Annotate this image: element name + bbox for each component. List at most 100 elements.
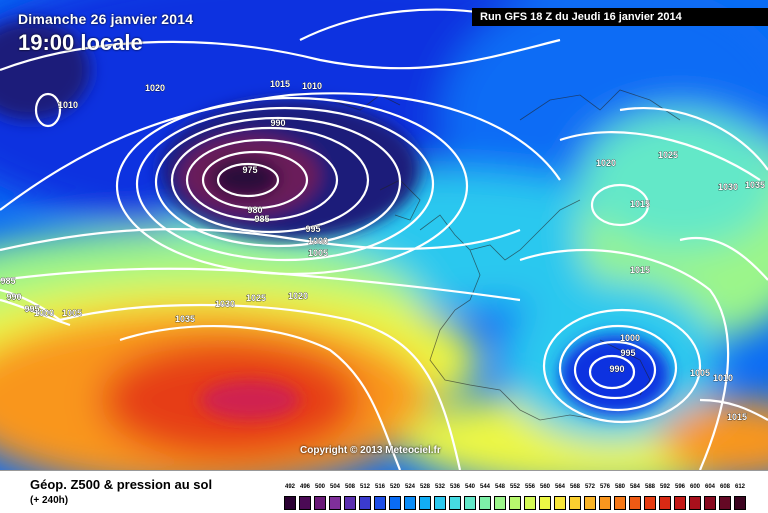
scale-label: 584 bbox=[629, 484, 640, 490]
scale-label: 600 bbox=[689, 484, 700, 490]
scale-label: 560 bbox=[539, 484, 550, 490]
isobar-label: 1020 bbox=[288, 291, 308, 301]
scale-label: 524 bbox=[404, 484, 415, 490]
scale-swatch bbox=[479, 496, 491, 510]
scale-label: 544 bbox=[479, 484, 490, 490]
scale-label: 540 bbox=[464, 484, 475, 490]
scale-label: 568 bbox=[569, 484, 580, 490]
run-info: Run GFS 18 Z du Jeudi 16 janvier 2014 bbox=[472, 8, 768, 26]
isobar-label: 1015 bbox=[270, 79, 290, 89]
scale-label: 604 bbox=[704, 484, 715, 490]
scale-swatch bbox=[434, 496, 446, 510]
scale-label: 564 bbox=[554, 484, 565, 490]
scale-swatch bbox=[509, 496, 521, 510]
isobar-label: 1015 bbox=[630, 265, 650, 275]
scale-swatch bbox=[284, 496, 296, 510]
field-blue-italy-low bbox=[560, 335, 670, 415]
scale-swatch bbox=[554, 496, 566, 510]
scale-swatch bbox=[569, 496, 581, 510]
isobar-label: 1025 bbox=[658, 150, 678, 160]
scale-label: 528 bbox=[419, 484, 430, 490]
scale-label: 580 bbox=[614, 484, 625, 490]
field-navy-greenland bbox=[0, 20, 90, 120]
field-crimson-azores bbox=[200, 380, 300, 420]
scale-label: 516 bbox=[374, 484, 385, 490]
scale-swatch bbox=[599, 496, 611, 510]
scale-swatch bbox=[494, 496, 506, 510]
isobar-labels: 1020 1015 10101010990975980985995100010051… bbox=[0, 79, 765, 423]
scale-swatch bbox=[629, 496, 641, 510]
isobar-label: 1000 bbox=[620, 333, 640, 343]
legend-footer: Géop. Z500 & pression au sol (+ 240h) 49… bbox=[0, 470, 768, 513]
scale-swatch bbox=[719, 496, 731, 510]
isobar-label: 1035 bbox=[175, 314, 195, 324]
scale-swatch bbox=[344, 496, 356, 510]
scale-swatch bbox=[314, 496, 326, 510]
scale-label: 552 bbox=[509, 484, 520, 490]
isobar-label: 1005 bbox=[690, 368, 710, 378]
scale-swatch bbox=[374, 496, 386, 510]
scale-swatch bbox=[329, 496, 341, 510]
isobar-label: 1005 bbox=[62, 308, 82, 318]
isobar-label: 1010 bbox=[302, 81, 322, 91]
valid-date: Dimanche 26 janvier 2014 bbox=[18, 11, 194, 27]
forecast-range: (+ 240h) bbox=[30, 495, 69, 506]
scale-label: 536 bbox=[449, 484, 460, 490]
isobar-label: 990 bbox=[6, 292, 21, 302]
isobar-label: 990 bbox=[609, 364, 624, 374]
scale-swatch bbox=[584, 496, 596, 510]
scale-swatch bbox=[689, 496, 701, 510]
copyright: Copyright © 2013 Meteociel.fr bbox=[300, 445, 441, 456]
isobar-label: 1020 bbox=[596, 158, 616, 168]
isobar-label: 1020 bbox=[145, 83, 165, 93]
scale-label: 612 bbox=[734, 484, 745, 490]
scale-swatch bbox=[674, 496, 686, 510]
isobar-label: 1030 bbox=[215, 299, 235, 309]
isobar-label: 1025 bbox=[246, 293, 266, 303]
isobar-label: 1010 bbox=[713, 373, 733, 383]
scale-swatch bbox=[359, 496, 371, 510]
field-aqua-east bbox=[580, 110, 768, 250]
isobar-label: 975 bbox=[242, 165, 257, 175]
scale-swatch bbox=[299, 496, 311, 510]
scale-swatch bbox=[389, 496, 401, 510]
isobar-label: 985 bbox=[254, 214, 269, 224]
isobar-label: 1000 bbox=[308, 236, 328, 246]
scale-swatch bbox=[614, 496, 626, 510]
isobar-label: 1015 bbox=[727, 412, 747, 422]
scale-swatch bbox=[449, 496, 461, 510]
geopotential-field bbox=[0, 0, 768, 470]
scale-label: 592 bbox=[659, 484, 670, 490]
pressure-map: 1020 1015 10101010990975980985995100010051… bbox=[0, 0, 768, 470]
scale-label: 548 bbox=[494, 484, 505, 490]
scale-label: 596 bbox=[674, 484, 685, 490]
isobar-label: 1005 bbox=[308, 248, 328, 258]
scale-label: 556 bbox=[524, 484, 535, 490]
scale-swatch bbox=[539, 496, 551, 510]
coastlines bbox=[329, 89, 681, 421]
parameter-title: Géop. Z500 & pression au sol bbox=[30, 477, 213, 492]
scale-label: 588 bbox=[644, 484, 655, 490]
scale-label: 520 bbox=[389, 484, 400, 490]
scale-swatch bbox=[644, 496, 656, 510]
scale-swatch bbox=[659, 496, 671, 510]
scale-label: 500 bbox=[314, 484, 325, 490]
isobar-label: 995 bbox=[620, 348, 635, 358]
isobar-label: 995 bbox=[305, 224, 320, 234]
isobar-label: 1030 bbox=[718, 182, 738, 192]
scale-swatch bbox=[404, 496, 416, 510]
scale-swatch bbox=[704, 496, 716, 510]
scale-swatch bbox=[524, 496, 536, 510]
scale-label: 496 bbox=[299, 484, 310, 490]
isobar-label: 1015 bbox=[630, 199, 650, 209]
isobars bbox=[0, 8, 768, 470]
isobar-label: 980 bbox=[247, 205, 262, 215]
isobar-label: 1000 bbox=[34, 308, 54, 318]
scale-label: 508 bbox=[344, 484, 355, 490]
scale-label: 492 bbox=[284, 484, 295, 490]
scale-swatch bbox=[464, 496, 476, 510]
valid-time: 19:00 locale bbox=[18, 30, 143, 55]
isobar-label: 990 bbox=[270, 118, 285, 128]
isobar-label: 995 bbox=[24, 304, 39, 314]
scale-label: 608 bbox=[719, 484, 730, 490]
